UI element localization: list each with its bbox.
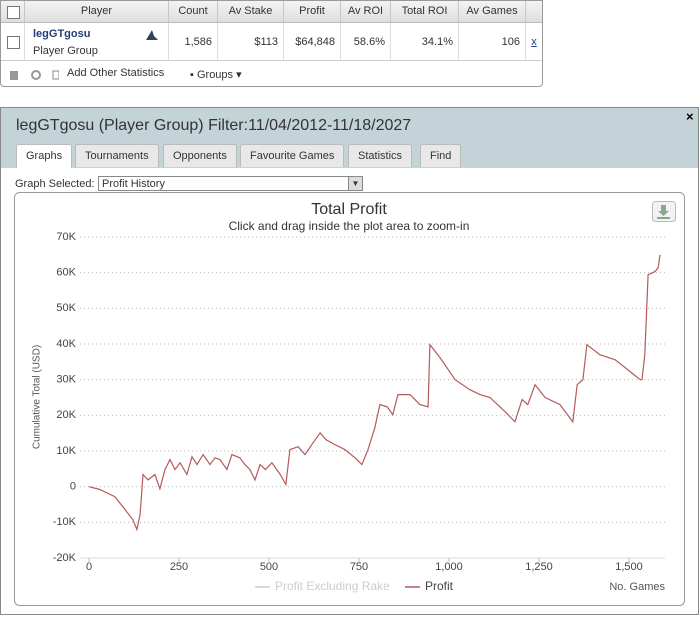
x-tick-label: 750 <box>350 561 368 573</box>
toolbar-icons <box>10 70 59 80</box>
tab[interactable]: Tournaments <box>75 144 159 167</box>
remove-link[interactable]: x <box>526 23 542 61</box>
row-select[interactable] <box>1 23 25 61</box>
header[interactable]: Av Games <box>459 1 526 23</box>
tab-active[interactable]: Graphs <box>16 144 73 168</box>
groups-label[interactable]: Groups <box>196 69 234 81</box>
shark-icon <box>146 30 158 40</box>
y-tick-label: 10K <box>56 445 76 457</box>
x-tick-label: 1,500 <box>615 561 643 573</box>
tab[interactable]: Favourite Games <box>240 144 345 167</box>
delete-icon[interactable] <box>10 71 18 80</box>
cell: 58.6% <box>341 23 391 61</box>
y-tick-label: 40K <box>56 338 76 350</box>
chart-title: Total Profit <box>311 201 387 218</box>
header[interactable]: Count <box>169 1 218 23</box>
x-tick-label: 500 <box>260 561 278 573</box>
y-tick-label: 70K <box>56 231 76 243</box>
header[interactable]: Total ROI <box>391 1 459 23</box>
chart-subtitle: Click and drag inside the plot area to z… <box>229 219 470 233</box>
player-cell: legGTgosu Player Group <box>25 23 169 61</box>
y-tick-label: -20K <box>53 552 77 564</box>
header-blank <box>526 1 542 23</box>
cell: 1,586 <box>169 23 218 61</box>
stats-table: Player Count Av Stake Profit Av ROI Tota… <box>0 0 543 87</box>
x-tick-label: 0 <box>86 561 92 573</box>
header[interactable]: Av Stake <box>218 1 284 23</box>
player-group: Player Group <box>33 45 98 57</box>
cell: $64,848 <box>284 23 341 61</box>
checkbox[interactable] <box>7 36 20 49</box>
x-axis-label: No. Games <box>609 581 665 593</box>
graph-select-value[interactable]: Profit History <box>102 178 165 190</box>
add-statistics[interactable]: Add Other Statistics <box>67 67 165 79</box>
close-button[interactable]: × <box>686 109 694 124</box>
graph-label: Graph Selected: <box>15 178 95 190</box>
chart-frame <box>14 192 685 606</box>
cell: $113 <box>218 23 284 61</box>
header[interactable]: Profit <box>284 1 341 23</box>
refresh-icon[interactable] <box>31 70 41 80</box>
checkbox[interactable] <box>7 6 20 19</box>
y-tick-label: 50K <box>56 302 76 314</box>
y-tick-label: -10K <box>53 516 77 528</box>
x-tick-label: 250 <box>170 561 188 573</box>
y-tick-label: 30K <box>56 374 76 386</box>
tab[interactable]: Statistics <box>348 144 413 167</box>
header[interactable]: Player <box>25 1 169 23</box>
cell: 106 <box>459 23 526 61</box>
tab[interactable]: Find <box>420 144 462 167</box>
panel-title: legGTgosu (Player Group) Filter:11/04/20… <box>16 117 412 134</box>
cell: 34.1% <box>391 23 459 61</box>
legend-label: Profit <box>425 579 454 593</box>
x-tick-label: 1,250 <box>525 561 553 573</box>
y-tick-label: 0 <box>70 481 76 493</box>
tab[interactable]: Opponents <box>163 144 237 167</box>
profit-line <box>88 254 661 532</box>
y-tick-label: 60K <box>56 267 76 279</box>
header-select[interactable] <box>1 1 25 23</box>
download-icon[interactable] <box>657 205 670 219</box>
groups-menu[interactable]: ▪ Groups ▾ <box>190 69 242 81</box>
player-name[interactable]: legGTgosu <box>33 28 91 40</box>
add-icon[interactable] <box>52 70 59 80</box>
legend-label: Profit Excluding Rake <box>275 579 390 593</box>
header[interactable]: Av ROI <box>341 1 391 23</box>
x-tick-label: 1,000 <box>435 561 463 573</box>
graph-select[interactable]: Profit History ▼ <box>98 176 363 191</box>
select-arrow[interactable]: ▼ <box>348 177 362 190</box>
y-axis-label: Cumulative Total (USD) <box>32 345 43 449</box>
y-tick-label: 20K <box>56 409 76 421</box>
